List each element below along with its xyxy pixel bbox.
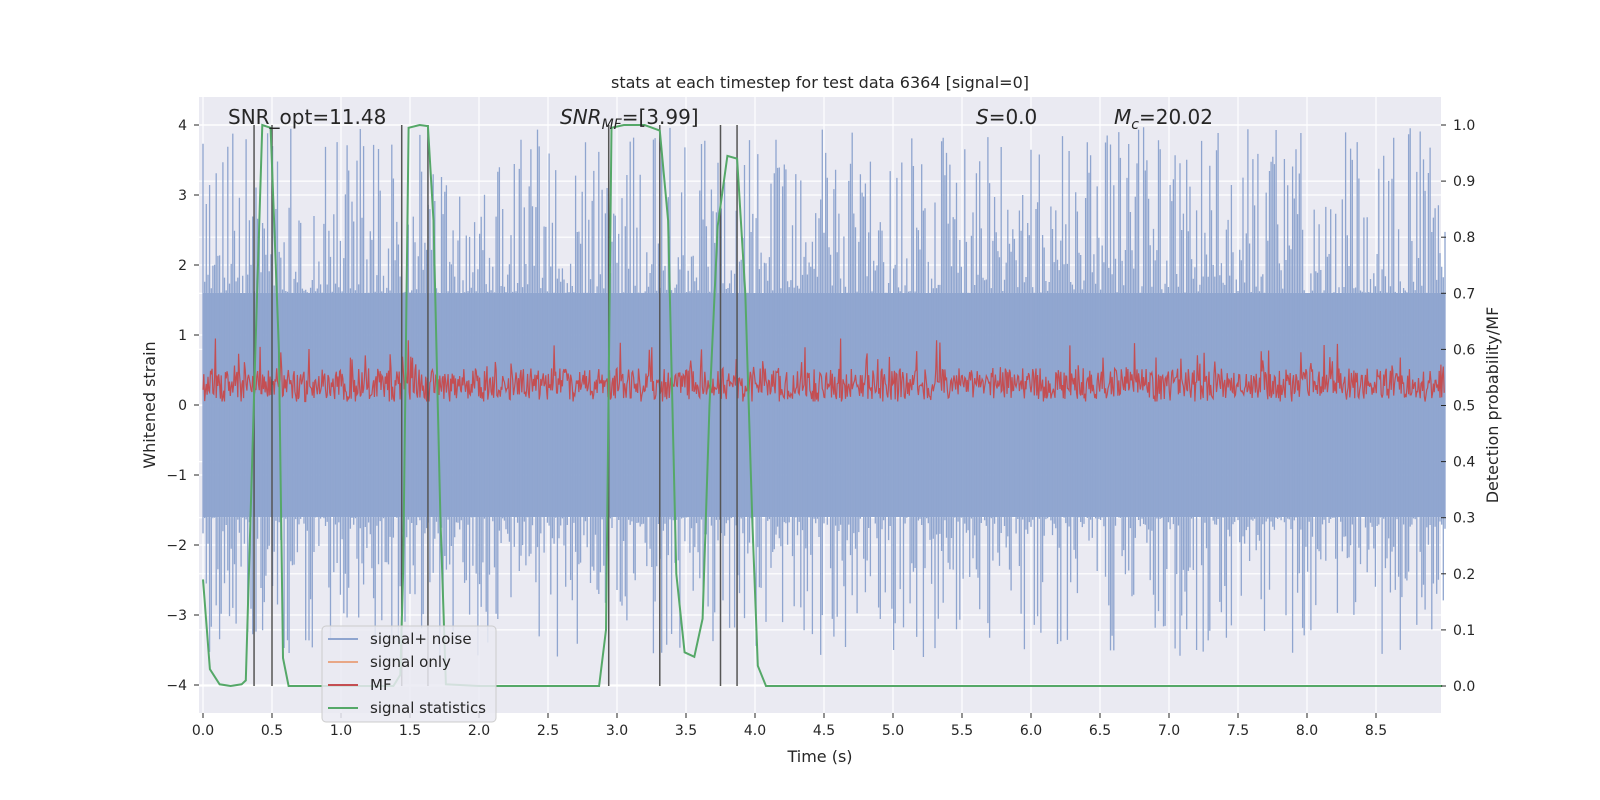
- x-tick-label: 4.0: [744, 723, 766, 739]
- x-tick-label: 2.0: [468, 723, 490, 739]
- legend-label-signal-statistics: signal statistics: [370, 699, 486, 717]
- y-right-tick-label: 0.5: [1453, 399, 1475, 415]
- y-right-tick-label: 1.0: [1453, 118, 1475, 134]
- y-right-tick-label: 0.4: [1453, 455, 1475, 471]
- mf-line: [202, 338, 1445, 403]
- legend-frame: [321, 625, 497, 723]
- x-tick-label: 8.0: [1296, 723, 1318, 739]
- y-right-tick-label: 0.2: [1453, 567, 1475, 583]
- x-tick-label: 4.5: [813, 723, 835, 739]
- x-tick-label: 5.0: [882, 723, 904, 739]
- signal-noise-series: [202, 127, 1446, 657]
- legend: signal+ noise signal only MF signal stat…: [321, 625, 497, 723]
- x-tick-label: 6.5: [1089, 723, 1111, 739]
- signal-statistics-line: [202, 123, 1443, 688]
- axis-ticks: 0.0 0.5 1.0 1.5 2.0 2.5 3.0 3.5 4.0 4.5 5.0 5.5 6.0 6…: [166, 118, 1475, 739]
- x-axis-label: Time (s): [786, 747, 852, 766]
- annotation-s: S=0.0: [976, 105, 1037, 129]
- y-right-tick-label: 0.9: [1453, 174, 1475, 190]
- x-tick-label: 0.5: [261, 723, 283, 739]
- y-tick-label: −1: [166, 468, 187, 484]
- y-axis-label: Whitened strain: [140, 341, 159, 468]
- y-tick-label: 0: [178, 398, 187, 414]
- chart-title: stats at each timestep for test data 636…: [611, 73, 1029, 92]
- legend-label-signal-only: signal only: [370, 653, 451, 671]
- y-tick-label: −2: [166, 538, 187, 554]
- y-tick-label: 4: [178, 118, 187, 134]
- y-right-tick-label: 0.0: [1453, 679, 1475, 695]
- annotation-mc-value: =20.02: [1139, 105, 1213, 129]
- signal-statistics-series: [202, 123, 1443, 688]
- annotation-snr-mf-value: =[3.99]: [622, 105, 699, 129]
- x-tick-label: 5.5: [951, 723, 973, 739]
- legend-label-signal-noise: signal+ noise: [370, 630, 472, 648]
- x-tick-label: 0.0: [192, 723, 214, 739]
- y-tick-label: 1: [178, 328, 187, 344]
- y-right-tick-label: 0.7: [1453, 286, 1475, 302]
- annotation-s-symbol: S: [976, 105, 989, 129]
- x-tick-label: 3.0: [606, 723, 628, 739]
- x-tick-label: 7.5: [1227, 723, 1249, 739]
- y-right-tick-label: 0.1: [1453, 623, 1475, 639]
- annotation-mc-symbol: M: [1114, 105, 1131, 129]
- y-right-tick-label: 0.6: [1453, 342, 1475, 358]
- x-tick-label: 1.5: [399, 723, 421, 739]
- y-tick-label: −4: [166, 678, 187, 694]
- y-right-tick-label: 0.3: [1453, 511, 1475, 527]
- y-right-tick-label: 0.8: [1453, 230, 1475, 246]
- y-axis-right-label: Detection probability/MF: [1483, 307, 1502, 504]
- y-tick-label: −3: [166, 608, 187, 624]
- mf-series: [202, 338, 1445, 403]
- annotation-snr-mf-symbol: SNR: [560, 105, 602, 129]
- x-tick-label: 7.0: [1158, 723, 1180, 739]
- annotation-snr-mf-subscript: MF: [602, 117, 623, 133]
- legend-label-mf: MF: [370, 676, 392, 694]
- annotation-s-value: =0.0: [989, 105, 1038, 129]
- y-tick-label: 3: [178, 188, 187, 204]
- annotation-mc: Mc=20.02: [1114, 105, 1213, 133]
- annotation-mc-subscript: c: [1131, 117, 1139, 133]
- x-tick-label: 3.5: [675, 723, 697, 739]
- annotation-snr-opt: SNR_opt=11.48: [228, 105, 386, 129]
- x-tick-label: 2.5: [537, 723, 559, 739]
- x-tick-label: 1.0: [330, 723, 352, 739]
- x-tick-label: 6.0: [1020, 723, 1042, 739]
- x-tick-label: 8.5: [1365, 723, 1387, 739]
- noise-spikes: [202, 127, 1446, 657]
- y-tick-label: 2: [178, 258, 187, 274]
- annotation-snr-mf: SNRMF=[3.99]: [560, 105, 699, 133]
